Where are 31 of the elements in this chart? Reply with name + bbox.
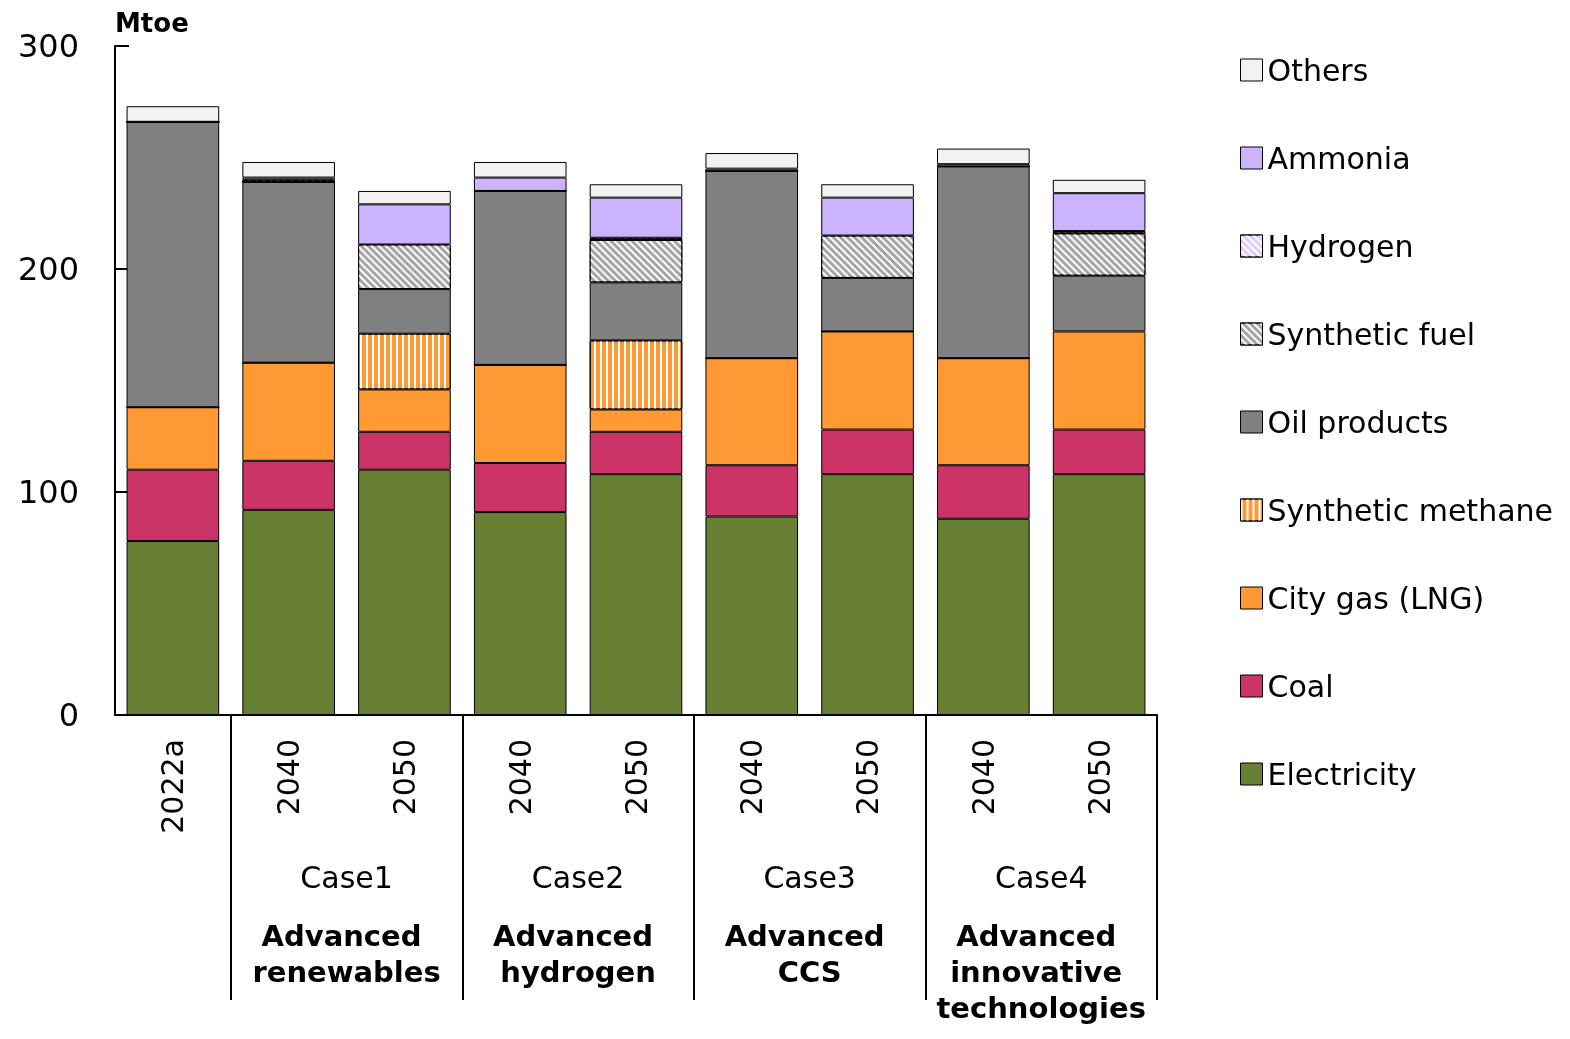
legend-label: Ammonia xyxy=(1267,140,1411,176)
x-tick-label: 2040 xyxy=(271,739,307,816)
legend-label: Synthetic fuel xyxy=(1267,316,1476,352)
text: Case4 xyxy=(994,859,1088,895)
text: Advanced innovative technologies xyxy=(936,919,1146,1025)
y-axis-title: Mtoe xyxy=(115,8,189,38)
x-tick-label: 2040 xyxy=(734,739,770,816)
x-tick-label: 2050 xyxy=(850,739,886,816)
y-tick-label: 100 xyxy=(17,473,79,511)
x-tick-label: 2050 xyxy=(1081,739,1117,816)
x-tick-label: 2050 xyxy=(386,739,422,816)
text: Advanced CCS xyxy=(724,919,895,989)
y-tick-label: 0 xyxy=(58,696,79,734)
legend-label: Synthetic methane xyxy=(1267,492,1553,528)
text: Advanced hydrogen xyxy=(493,919,664,989)
legend-label: Coal xyxy=(1267,668,1334,704)
legend-label: Oil products xyxy=(1267,404,1449,440)
legend-label: City gas (LNG) xyxy=(1267,580,1485,616)
legend-label: Electricity xyxy=(1267,756,1417,792)
text: Advanced renewables xyxy=(252,919,441,989)
text: Case2 xyxy=(531,859,625,895)
legend-label: Hydrogen xyxy=(1267,228,1414,264)
legend-label: Others xyxy=(1267,52,1369,88)
text: Case1 xyxy=(300,859,393,895)
x-tick-label: 2022a xyxy=(155,739,191,834)
x-tick-label: 2040 xyxy=(502,739,538,816)
text: Case3 xyxy=(763,859,856,895)
x-tick-label: 2050 xyxy=(618,739,654,816)
y-tick-label: 300 xyxy=(17,27,79,65)
x-tick-label: 2040 xyxy=(965,739,1001,816)
y-tick-label: 200 xyxy=(17,250,79,288)
